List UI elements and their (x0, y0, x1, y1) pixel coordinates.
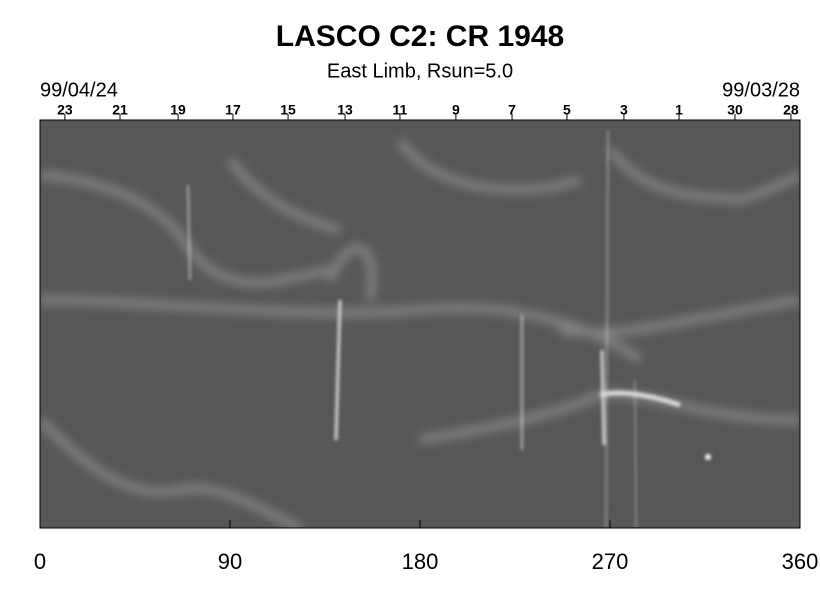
top-tick-label: 5 (563, 102, 571, 118)
synoptic-image (40, 120, 800, 528)
top-tick-label: 11 (393, 102, 408, 118)
top-tick-label: 3 (620, 102, 628, 118)
top-tick-label: 9 (452, 102, 460, 118)
chart-title: LASCO C2: CR 1948 (276, 20, 564, 53)
top-tick-label: 19 (170, 102, 186, 118)
x-tick-label: 0 (34, 549, 46, 574)
top-tick-label: 23 (57, 102, 73, 118)
top-tick-label: 28 (783, 102, 799, 118)
top-tick-label: 17 (225, 102, 241, 118)
top-tick-label: 13 (337, 102, 353, 118)
top-tick-label: 1 (675, 102, 683, 118)
top-tick-label: 30 (727, 102, 743, 118)
top-tick-label: 7 (508, 102, 516, 118)
x-tick-label: 180 (402, 549, 439, 574)
end-date: 99/03/28 (722, 79, 800, 101)
x-tick-label: 90 (218, 549, 242, 574)
chart-subtitle: East Limb, Rsun=5.0 (327, 60, 513, 82)
image-bright-features (187, 129, 711, 528)
start-date: 99/04/24 (40, 79, 118, 101)
top-tick-label: 15 (280, 102, 296, 118)
top-tick-label: 21 (112, 102, 128, 118)
x-tick-label: 360 (782, 549, 819, 574)
x-tick-label: 270 (592, 549, 629, 574)
